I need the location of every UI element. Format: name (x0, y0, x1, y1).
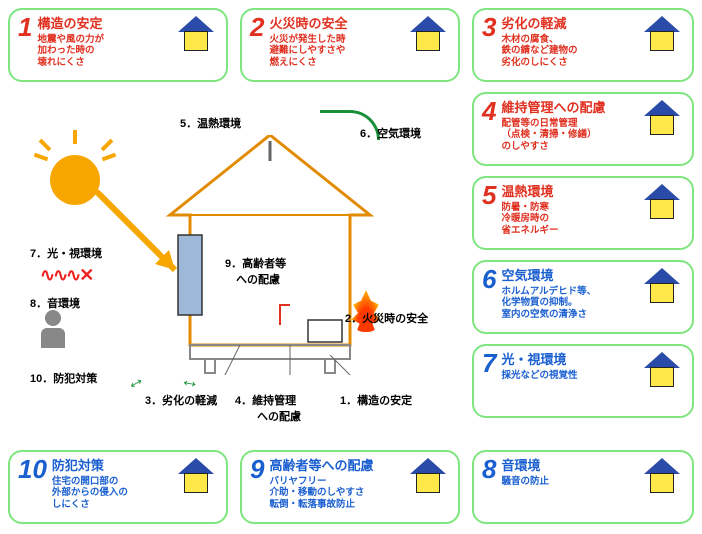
sun-icon (50, 155, 100, 205)
card-desc: 騒音の防止 (501, 476, 638, 488)
diagram-label: 5．温熱環境 (180, 115, 241, 131)
diagram-label: 10．防犯対策 (30, 370, 97, 386)
card-4: 4 維持管理への配慮配管等の日常管理（点検・清掃・修繕）のしやすさ (472, 92, 694, 166)
card-number: 7 (482, 352, 496, 375)
diagram-label: 2．火災時の安全 (345, 310, 428, 326)
card-8: 8 音環境騒音の防止 (472, 450, 694, 524)
center-house-diagram: ∿∿∿✕ ↔ ↔ 5．温熱環境6．空気環境7．光・視環境8．音環境10．防犯対策… (30, 95, 450, 425)
card-number: 5 (482, 184, 496, 207)
card-title: 音環境 (501, 458, 638, 474)
house-mascot-icon (640, 16, 684, 60)
card-title: 火災時の安全 (269, 16, 404, 32)
card-number: 10 (18, 458, 47, 481)
card-title: 劣化の軽減 (501, 16, 638, 32)
card-number: 6 (482, 268, 496, 291)
card-desc: 地震や風の力が加わった時の壊れにくさ (37, 34, 172, 70)
card-number: 2 (250, 16, 264, 39)
card-7: 7 光・視環境採光などの視覚性 (472, 344, 694, 418)
diagram-label: 9．高齢者等 への配慮 (225, 255, 286, 287)
house-mascot-icon (406, 458, 450, 502)
card-title: 高齢者等への配慮 (269, 458, 404, 474)
diagram-label: 7．光・視環境 (30, 245, 102, 261)
house-mascot-icon (640, 100, 684, 144)
card-desc: 配管等の日常管理（点検・清掃・修繕）のしやすさ (501, 118, 638, 154)
green-arrow-icon: ↔ (178, 368, 202, 394)
house-mascot-icon (640, 268, 684, 312)
card-9: 9 高齢者等への配慮バリヤフリー介助・移動のしやすさ転倒・転落事故防止 (240, 450, 460, 524)
house-mascot-icon (640, 458, 684, 502)
diagram-label: 3．劣化の軽減 (145, 392, 217, 408)
house-mascot-icon (640, 184, 684, 228)
card-title: 構造の安定 (37, 16, 172, 32)
house-cross-section (160, 135, 360, 355)
card-title: 空気環境 (501, 268, 638, 284)
card-desc: 防暑・防寒冷暖房時の省エネルギー (501, 202, 638, 238)
card-desc: ホルムアルデヒド等、化学物質の抑制。室内の空気の清浄さ (501, 286, 638, 322)
card-number: 8 (482, 458, 496, 481)
card-title: 光・視環境 (501, 352, 638, 368)
card-number: 4 (482, 100, 496, 123)
card-desc: バリヤフリー介助・移動のしやすさ転倒・転落事故防止 (269, 476, 404, 512)
diagram-label: 8．音環境 (30, 295, 80, 311)
card-desc: 木材の腐食、鉄の錆など建物の劣化のしにくさ (501, 34, 638, 70)
card-desc: 住宅の開口部の外部からの侵入のしにくさ (52, 476, 172, 512)
intruder-icon (45, 310, 65, 348)
card-6: 6 空気環境ホルムアルデヒド等、化学物質の抑制。室内の空気の清浄さ (472, 260, 694, 334)
diagram-label: 6．空気環境 (360, 125, 421, 141)
card-10: 10 防犯対策住宅の開口部の外部からの侵入のしにくさ (8, 450, 228, 524)
card-title: 維持管理への配慮 (501, 100, 638, 116)
card-5: 5 温熱環境防暑・防寒冷暖房時の省エネルギー (472, 176, 694, 250)
card-number: 1 (18, 16, 32, 39)
card-2: 2 火災時の安全火災が発生した時避難にしやすさや燃えにくさ (240, 8, 460, 82)
diagram-label: 4．維持管理 への配慮 (235, 392, 301, 424)
card-3: 3 劣化の軽減木材の腐食、鉄の錆など建物の劣化のしにくさ (472, 8, 694, 82)
card-number: 9 (250, 458, 264, 481)
card-number: 3 (482, 16, 496, 39)
card-title: 防犯対策 (52, 458, 172, 474)
card-1: 1 構造の安定地震や風の力が加わった時の壊れにくさ (8, 8, 228, 82)
house-mascot-icon (640, 352, 684, 396)
card-title: 温熱環境 (501, 184, 638, 200)
card-desc: 火災が発生した時避難にしやすさや燃えにくさ (269, 34, 404, 70)
house-mascot-icon (406, 16, 450, 60)
card-desc: 採光などの視覚性 (501, 370, 638, 382)
diagram-label: 1．構造の安定 (340, 392, 412, 408)
sound-zigzag-icon: ∿∿∿✕ (40, 265, 92, 286)
house-mascot-icon (174, 16, 218, 60)
house-mascot-icon (174, 458, 218, 502)
